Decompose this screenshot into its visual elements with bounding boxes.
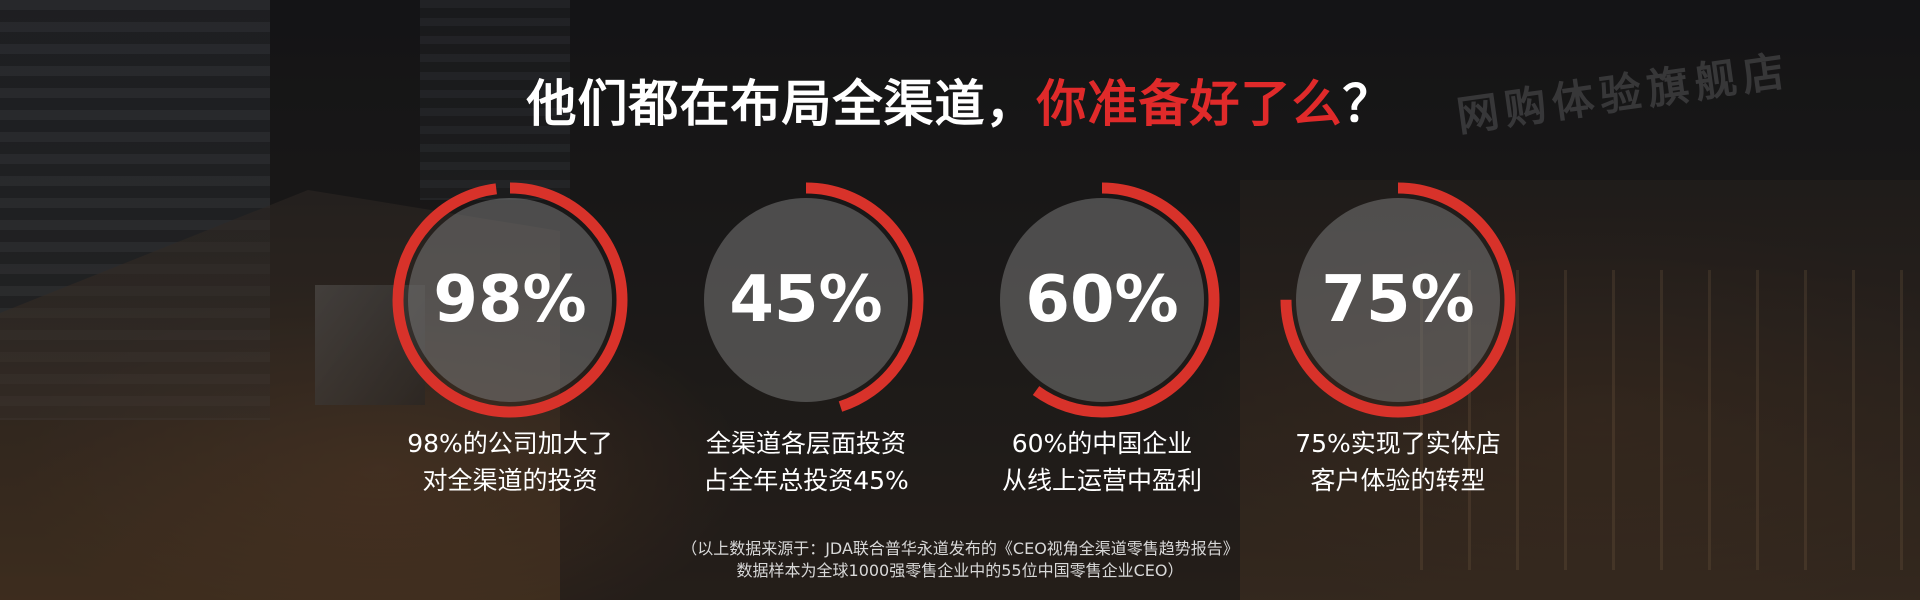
source-line-1: （以上数据来源于：JDA联合普华永道发布的《CEO视角全渠道零售趋势报告》 <box>681 539 1239 558</box>
title-part-1: 他们都在布局全渠道， <box>526 75 1037 133</box>
stat-description-line-1: 98%的公司加大了 <box>407 429 613 458</box>
stat-description: 75%实现了实体店 客户体验的转型 <box>1258 425 1538 499</box>
stat-description-line-1: 60%的中国企业 <box>1011 429 1193 458</box>
background-tower-mid <box>420 0 570 200</box>
stat-description: 全渠道各层面投资 占全年总投资45% <box>666 425 946 499</box>
progress-ring <box>688 182 924 418</box>
title-accent: 你准备好了么 <box>1036 75 1343 133</box>
ring-disc <box>704 198 908 402</box>
stat-description: 60%的中国企业 从线上运营中盈利 <box>962 425 1242 499</box>
stat-value: 45% <box>729 263 883 337</box>
title-part-3: ？ <box>1342 75 1394 133</box>
stat-value: 60% <box>1025 263 1179 337</box>
stat-card: 45% 全渠道各层面投资 占全年总投资45% <box>666 180 946 495</box>
stat-description-line-1: 75%实现了实体店 <box>1295 429 1501 458</box>
stat-card: 60% 60%的中国企业 从线上运营中盈利 <box>962 180 1242 495</box>
ring-arc <box>688 182 924 418</box>
page-title: 他们都在布局全渠道，你准备好了么？ <box>0 64 1920 136</box>
stat-value: 98% <box>433 263 587 337</box>
stat-description-line-2: 从线上运营中盈利 <box>1001 466 1202 495</box>
progress-ring <box>984 182 1220 418</box>
ring-disc <box>1000 198 1204 402</box>
ring-disc <box>1296 198 1500 402</box>
stat-description-line-2: 占全年总投资45% <box>703 466 909 495</box>
progress-ring <box>392 182 628 418</box>
stat-card: 98% 98%的公司加大了 对全渠道的投资 <box>370 180 650 495</box>
ring-arc <box>392 182 628 418</box>
stat-description-line-2: 客户体验的转型 <box>1310 466 1486 495</box>
stat-description-line-1: 全渠道各层面投资 <box>705 429 906 458</box>
stat-description-line-2: 对全渠道的投资 <box>422 466 598 495</box>
progress-ring <box>1280 182 1516 418</box>
stat-value: 75% <box>1321 263 1475 337</box>
ring-arc <box>984 182 1220 418</box>
ring-arc <box>1280 182 1516 418</box>
ring-disc <box>408 198 612 402</box>
source-line-2: 数据样本为全球1000强零售企业中的55位中国零售企业CEO） <box>736 561 1184 580</box>
stat-card: 75% 75%实现了实体店 客户体验的转型 <box>1258 180 1538 495</box>
source-note: （以上数据来源于：JDA联合普华永道发布的《CEO视角全渠道零售趋势报告》 数据… <box>0 538 1920 582</box>
stat-description: 98%的公司加大了 对全渠道的投资 <box>370 425 650 499</box>
